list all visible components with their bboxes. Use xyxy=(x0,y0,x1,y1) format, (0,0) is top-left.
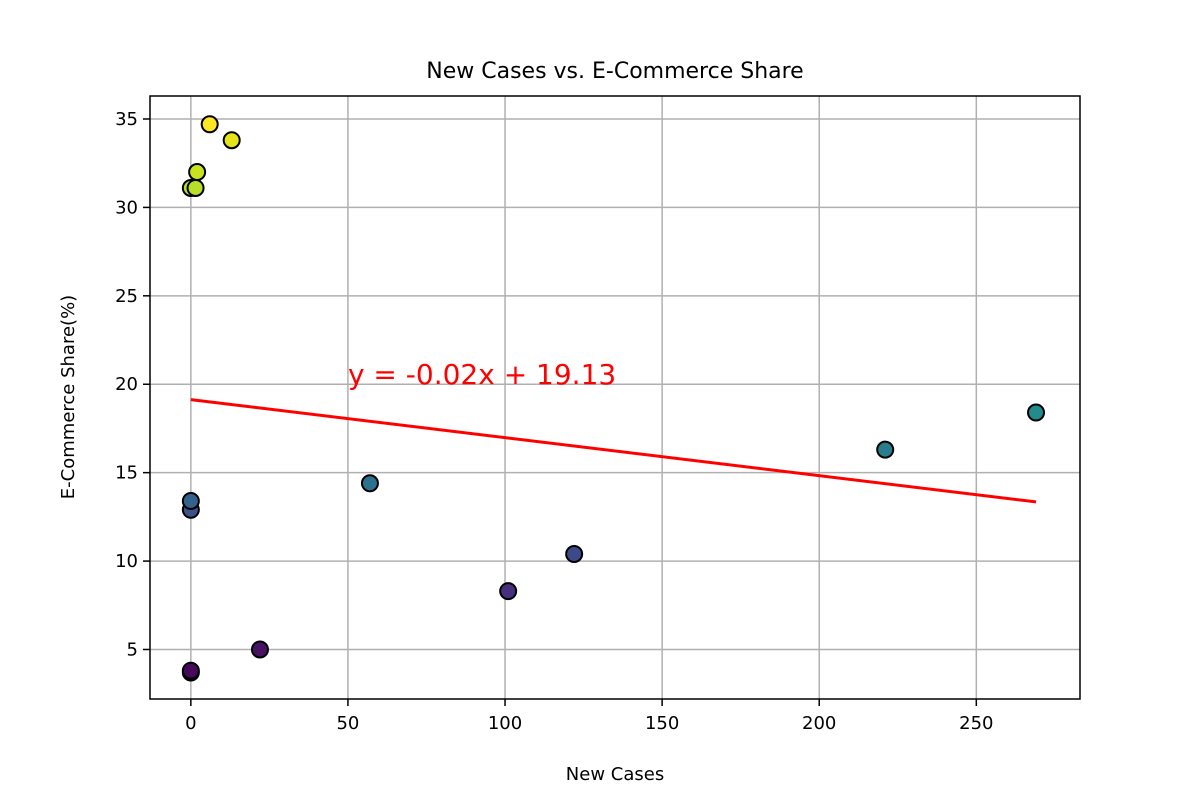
y-tick-label: 30 xyxy=(115,197,138,218)
y-tick-label: 35 xyxy=(115,109,138,130)
x-tick-label: 0 xyxy=(185,713,196,734)
data-point xyxy=(1027,403,1046,422)
data-point xyxy=(876,440,895,459)
y-tick-label: 20 xyxy=(115,374,138,395)
data-point xyxy=(250,640,269,659)
regression-layer xyxy=(190,398,1037,504)
x-tick-label: 150 xyxy=(645,713,679,734)
y-tick-label: 10 xyxy=(115,551,138,572)
x-tick-label: 50 xyxy=(336,713,359,734)
data-point xyxy=(565,544,584,563)
y-axis-label: E-Commerce Share(%) xyxy=(58,295,79,499)
data-point xyxy=(222,131,241,150)
ticks: 0 50 100 150 200 250 5 10 15 20 25 30 35 xyxy=(115,109,993,734)
points-layer xyxy=(181,115,1046,682)
plot-frame xyxy=(149,95,1081,700)
chart-title: New Cases vs. E-Commerce Share xyxy=(426,59,803,84)
data-point xyxy=(499,582,518,601)
data-point xyxy=(188,163,207,182)
data-point xyxy=(181,491,200,510)
y-tick-label: 5 xyxy=(127,639,138,660)
regression-equation-label: y = -0.02x + 19.13 xyxy=(348,358,616,391)
grid xyxy=(150,96,1080,699)
x-axis-label: New Cases xyxy=(566,764,664,785)
x-tick-label: 250 xyxy=(959,713,993,734)
data-point xyxy=(200,115,219,134)
x-tick-label: 200 xyxy=(802,713,836,734)
data-point xyxy=(186,178,205,197)
regression-line xyxy=(190,398,1037,504)
y-tick-label: 15 xyxy=(115,463,138,484)
x-tick-label: 100 xyxy=(488,713,522,734)
data-point xyxy=(181,661,200,680)
y-tick-label: 25 xyxy=(115,286,138,307)
data-point xyxy=(360,474,379,493)
